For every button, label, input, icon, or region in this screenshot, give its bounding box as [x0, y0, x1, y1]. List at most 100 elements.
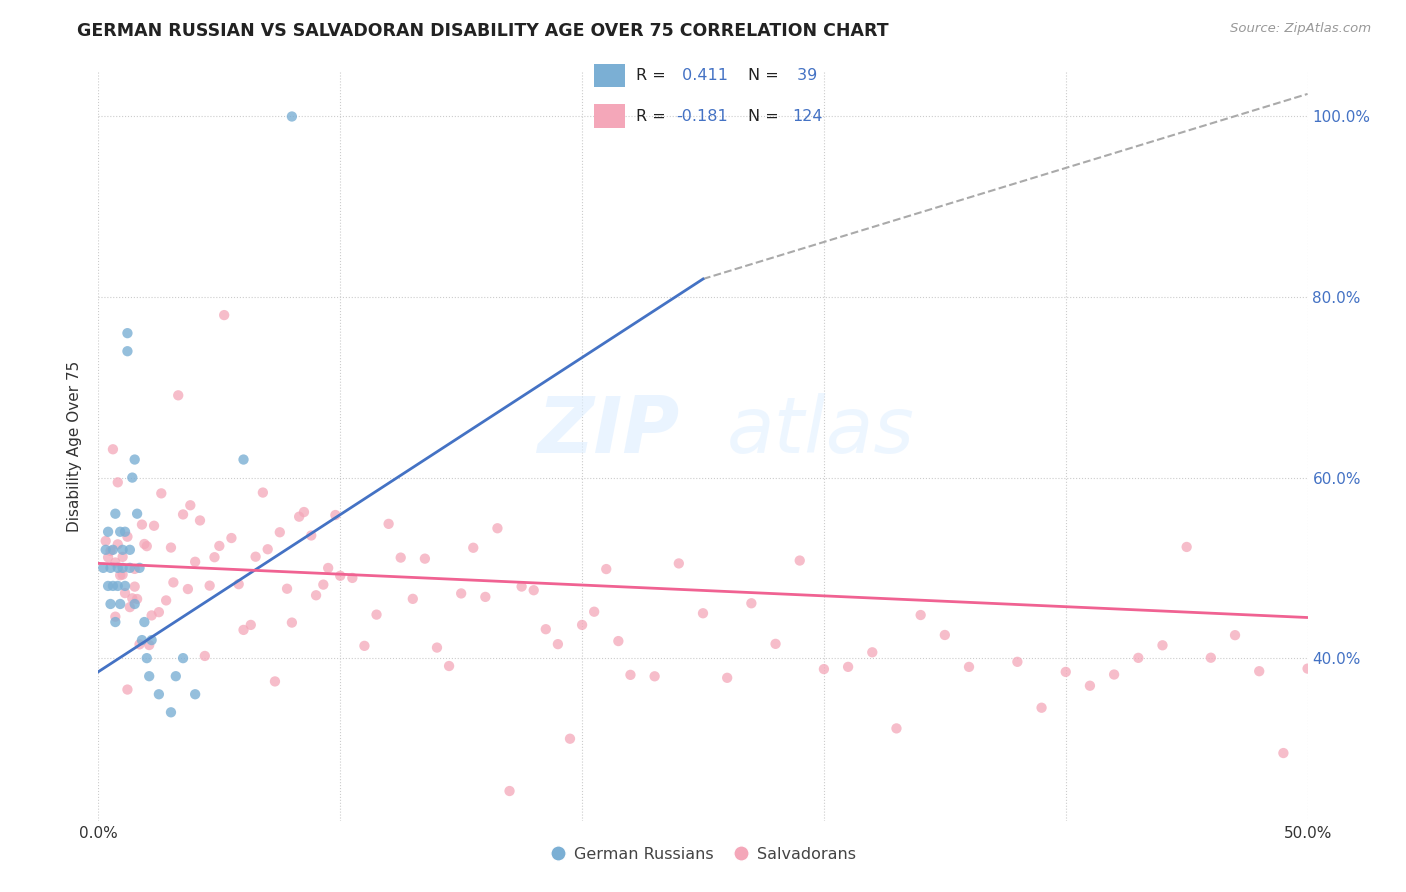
Point — [165, 669, 187, 683]
Point — [789, 553, 811, 567]
Point — [256, 542, 278, 557]
Point — [1393, 644, 1406, 658]
Point — [107, 537, 129, 551]
FancyBboxPatch shape — [595, 63, 624, 87]
Point — [111, 542, 134, 557]
Point — [134, 537, 156, 551]
Point — [1078, 679, 1101, 693]
Point — [100, 597, 122, 611]
Point — [305, 588, 328, 602]
Point — [104, 507, 127, 521]
Point — [1031, 700, 1053, 714]
Point — [141, 608, 163, 623]
Point — [547, 637, 569, 651]
Point — [292, 505, 315, 519]
Point — [138, 669, 160, 683]
Point — [299, 528, 322, 542]
Point — [1344, 526, 1367, 541]
Point — [141, 633, 163, 648]
Legend: German Russians, Salvadorans: German Russians, Salvadorans — [544, 840, 862, 869]
Point — [128, 637, 150, 651]
Point — [239, 618, 262, 632]
Point — [104, 615, 127, 629]
Point — [716, 671, 738, 685]
Point — [342, 571, 364, 585]
Point — [886, 722, 908, 736]
Point — [740, 596, 762, 610]
Point — [148, 687, 170, 701]
Point — [118, 542, 141, 557]
Text: Source: ZipAtlas.com: Source: ZipAtlas.com — [1230, 22, 1371, 36]
Point — [108, 597, 131, 611]
Point — [135, 651, 157, 665]
Point — [184, 687, 207, 701]
Text: ZIP: ZIP — [537, 393, 679, 469]
Point — [692, 607, 714, 621]
Point — [498, 784, 520, 798]
Point — [124, 580, 146, 594]
FancyBboxPatch shape — [595, 104, 624, 128]
Point — [107, 475, 129, 490]
Point — [463, 541, 485, 555]
Point — [221, 531, 243, 545]
Point — [114, 524, 136, 539]
Point — [252, 485, 274, 500]
Point — [107, 561, 129, 575]
Point — [94, 533, 117, 548]
Point — [198, 579, 221, 593]
Point — [150, 486, 173, 500]
Point — [1007, 655, 1029, 669]
Point — [208, 539, 231, 553]
Point — [108, 524, 131, 539]
Point — [1128, 651, 1150, 665]
Point — [269, 525, 291, 540]
Text: N =: N = — [748, 109, 779, 124]
Point — [276, 582, 298, 596]
Text: N =: N = — [748, 68, 779, 83]
Point — [366, 607, 388, 622]
Point — [124, 562, 146, 576]
Point — [101, 442, 124, 457]
Point — [486, 521, 509, 535]
Point — [138, 638, 160, 652]
Text: R =: R = — [636, 68, 665, 83]
Point — [523, 583, 546, 598]
Point — [644, 669, 666, 683]
Point — [121, 591, 143, 606]
Point — [281, 110, 304, 124]
Point — [111, 561, 134, 575]
Point — [100, 544, 122, 558]
Point — [155, 593, 177, 607]
Point — [228, 577, 250, 591]
Point — [162, 575, 184, 590]
Text: 0.411: 0.411 — [676, 68, 728, 83]
Point — [148, 605, 170, 619]
Point — [117, 682, 139, 697]
Point — [245, 549, 267, 564]
Point — [127, 507, 149, 521]
Point — [118, 561, 141, 575]
Point — [288, 509, 311, 524]
Point — [558, 731, 581, 746]
Point — [160, 706, 183, 720]
Point — [426, 640, 449, 655]
Point — [118, 600, 141, 615]
Point — [107, 579, 129, 593]
Point — [108, 568, 131, 582]
Point — [1152, 638, 1174, 652]
Point — [111, 567, 134, 582]
Point — [114, 586, 136, 600]
Point — [111, 549, 134, 564]
Point — [765, 637, 787, 651]
Point — [124, 452, 146, 467]
Point — [837, 660, 859, 674]
Point — [1369, 671, 1392, 685]
Point — [121, 470, 143, 484]
Point — [264, 674, 287, 689]
Point — [957, 660, 980, 674]
Text: -0.181: -0.181 — [676, 109, 728, 124]
Point — [450, 586, 472, 600]
Point — [160, 541, 183, 555]
Point — [1296, 662, 1319, 676]
Point — [583, 605, 606, 619]
